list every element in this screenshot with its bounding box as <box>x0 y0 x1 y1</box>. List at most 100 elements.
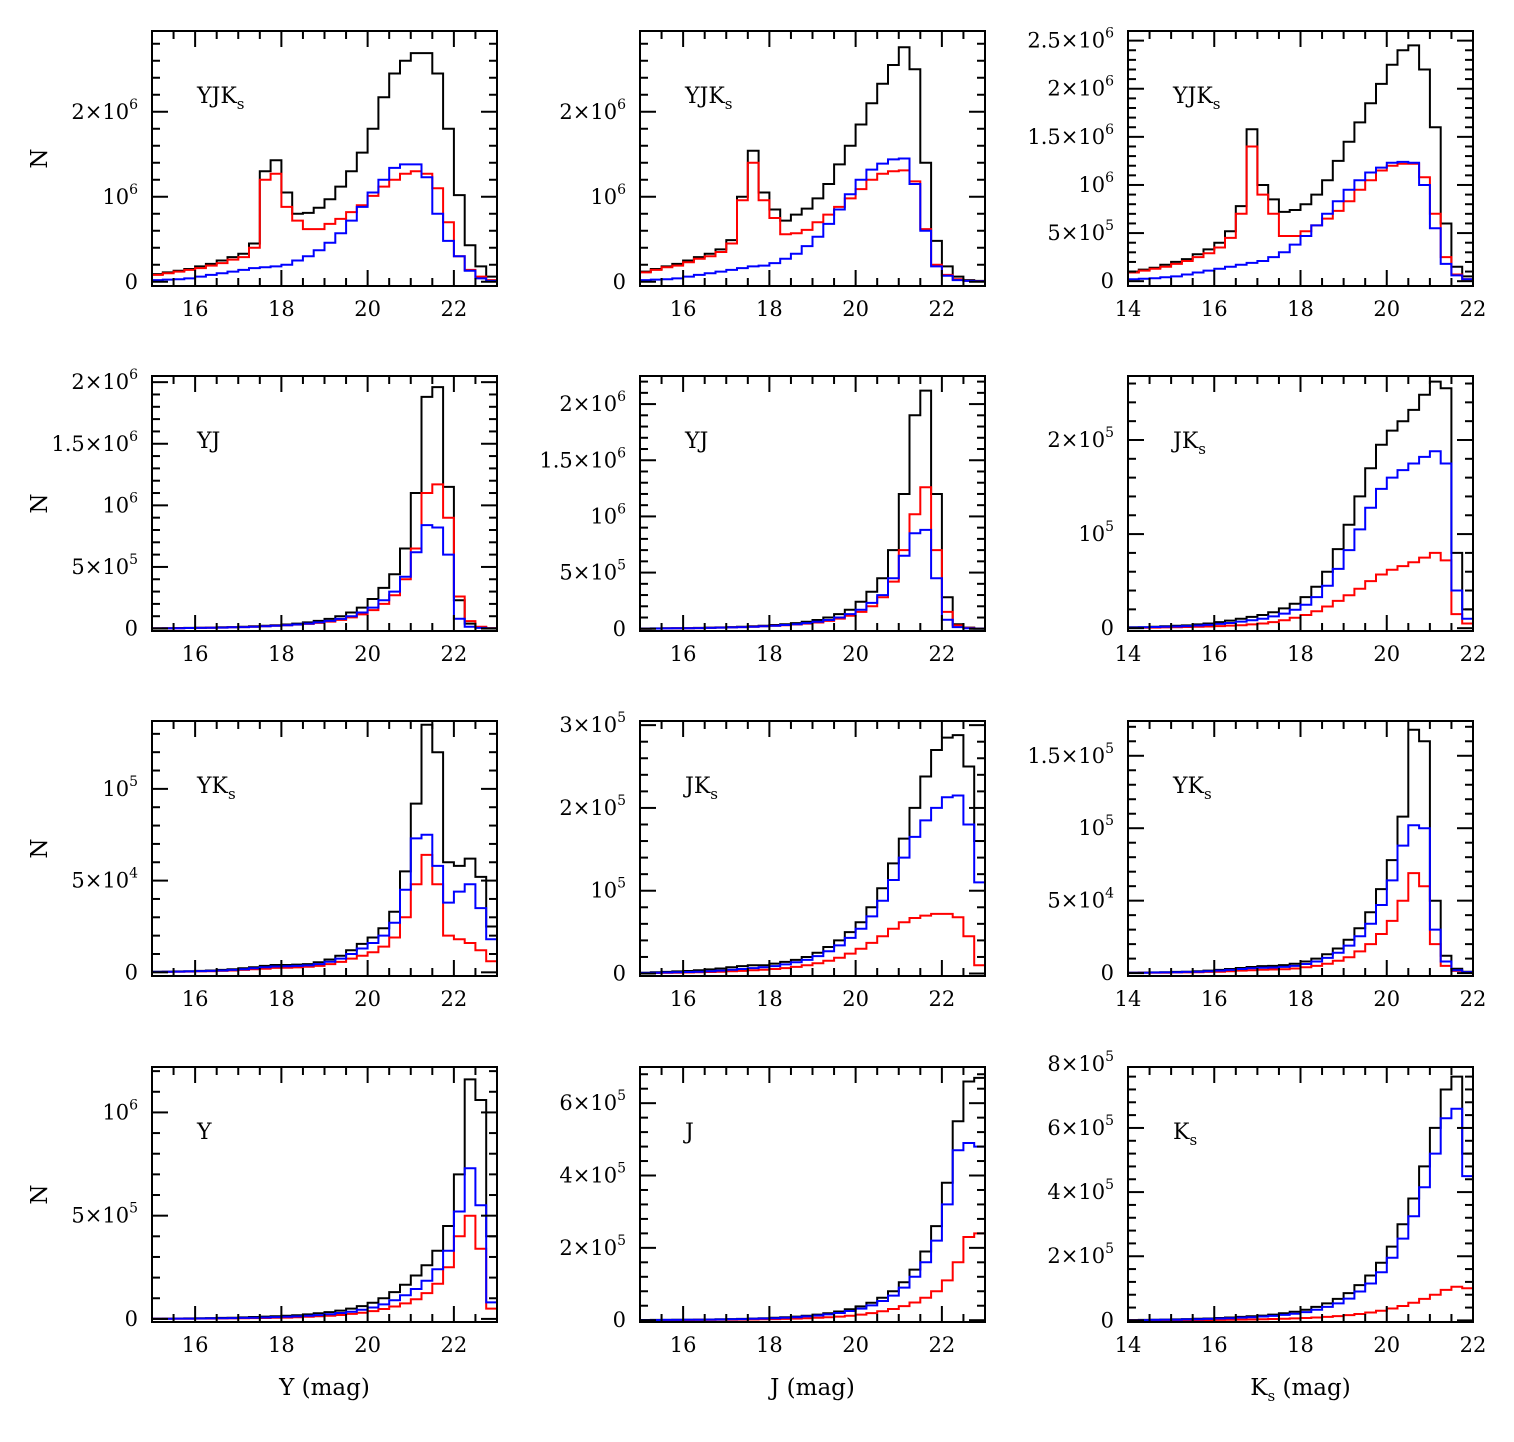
series-line-black <box>152 52 497 282</box>
x-axis-title: Ks (mag) <box>1250 1375 1350 1405</box>
series-group <box>1128 1075 1473 1322</box>
x-tick-label: 22 <box>1460 642 1487 666</box>
series-line-blue <box>640 528 985 630</box>
series-line-black <box>640 1076 985 1321</box>
x-tick-label: 22 <box>929 987 956 1011</box>
series-line-black <box>640 46 985 282</box>
panel-label: JKs <box>683 774 718 803</box>
series-line-blue <box>640 794 985 974</box>
y-tick-label: 2×105 <box>559 793 626 820</box>
y-tick-label: 105 <box>1078 519 1114 546</box>
panel-label: YJ <box>196 429 220 454</box>
series-line-black <box>1128 728 1473 974</box>
series-line-red <box>152 483 497 630</box>
plot-frame <box>639 720 986 977</box>
series-line-red <box>640 912 985 975</box>
panel-label: Y <box>196 1120 212 1145</box>
y-axis-title: N <box>27 148 53 168</box>
series-group <box>1128 380 1473 629</box>
panel-11: 16 18 20 22 0 2×105 4×105 6×105 J J (mag) <box>559 1066 986 1401</box>
series-line-red <box>1128 872 1473 974</box>
y-tick-label: 5×105 <box>71 1201 138 1228</box>
x-tick-label: 22 <box>929 1333 956 1357</box>
x-tick-label: 18 <box>268 1333 295 1357</box>
series-group <box>640 1076 985 1322</box>
panel-label: YKs <box>196 774 236 803</box>
y-tick-label: 6×105 <box>1047 1113 1114 1140</box>
x-tick-label: 16 <box>1201 642 1228 666</box>
x-tick-label: 18 <box>268 987 295 1011</box>
y-tick-label: 106 <box>590 501 626 528</box>
x-tick-label: 14 <box>1115 642 1142 666</box>
panel-4: 16 18 20 22 0 5×105 106 1.5×106 2×106 YJ N <box>27 367 498 666</box>
y-tick-label: 1.5×106 <box>51 429 138 456</box>
x-tick-label: 16 <box>1201 987 1228 1011</box>
y-tick-label: 2×105 <box>1047 1241 1114 1268</box>
panel-1: 16 18 20 22 0 106 2×106 YJKs N <box>27 30 498 321</box>
series-line-red <box>152 853 497 973</box>
series-line-red <box>640 486 985 630</box>
y-tick-label: 105 <box>590 876 626 903</box>
plot-frame <box>639 30 986 287</box>
x-tick-label: 16 <box>670 987 697 1011</box>
series-line-black <box>152 386 497 630</box>
x-tick-label: 20 <box>354 297 381 321</box>
series-line-blue <box>640 1142 985 1321</box>
x-tick-label: 16 <box>670 297 697 321</box>
x-tick-label: 18 <box>1287 297 1314 321</box>
series-line-black <box>152 1078 497 1320</box>
y-tick-label: 0 <box>125 270 138 294</box>
y-tick-label: 0 <box>1101 616 1114 640</box>
series-group <box>152 386 497 630</box>
y-tick-label: 0 <box>613 270 626 294</box>
y-tick-label: 105 <box>102 774 138 801</box>
x-tick-label: 16 <box>1201 297 1228 321</box>
x-tick-label: 16 <box>1201 1333 1228 1357</box>
x-tick-label: 14 <box>1115 987 1142 1011</box>
y-tick-label: 106 <box>102 1097 138 1124</box>
x-axis-title: J (mag) <box>768 1375 855 1401</box>
panel-12: 14 16 18 20 22 0 2×105 4×105 6×105 8×105 Ks Ks (mag… <box>1047 1049 1486 1405</box>
x-tick-label: 16 <box>182 987 209 1011</box>
series-line-black <box>1128 1075 1473 1322</box>
y-tick-label: 0 <box>1101 1308 1114 1332</box>
y-tick-label: 0 <box>125 960 138 984</box>
x-tick-label: 22 <box>929 642 956 666</box>
y-axis-title: N <box>27 1184 53 1204</box>
x-tick-label: 22 <box>1460 297 1487 321</box>
x-tick-label: 18 <box>1287 987 1314 1011</box>
y-tick-label: 0 <box>125 1307 138 1331</box>
plot-frame <box>1127 720 1474 977</box>
y-tick-label: 2×106 <box>559 389 626 416</box>
series-group <box>1128 44 1473 282</box>
y-tick-label: 2×106 <box>71 97 138 124</box>
y-tick-label: 2×106 <box>71 367 138 394</box>
series-group <box>152 723 497 973</box>
x-axis-title: Y (mag) <box>278 1375 370 1401</box>
plot-frame <box>151 375 498 632</box>
y-tick-label: 2.5×106 <box>1027 26 1114 53</box>
x-tick-label: 20 <box>1373 987 1400 1011</box>
y-tick-label: 5×105 <box>559 558 626 585</box>
x-tick-label: 16 <box>182 1333 209 1357</box>
series-line-blue <box>152 524 497 630</box>
panel-9: 14 16 18 20 22 0 5×104 105 1.5×105 YKs <box>1027 720 1486 1011</box>
y-tick-label: 1.5×105 <box>1027 741 1114 768</box>
panel-label: YJKs <box>684 84 732 113</box>
y-tick-label: 3×105 <box>559 710 626 737</box>
panel-label: J <box>683 1120 694 1145</box>
series-line-blue <box>152 833 497 973</box>
x-tick-label: 20 <box>842 987 869 1011</box>
y-tick-label: 106 <box>1078 170 1114 197</box>
y-tick-label: 0 <box>613 962 626 986</box>
y-tick-label: 0 <box>1101 269 1114 293</box>
series-line-red <box>640 161 985 283</box>
y-axis-title: N <box>27 493 53 513</box>
panel-10: 16 18 20 22 0 5×105 106 Y N Y (mag) <box>27 1066 498 1401</box>
y-tick-label: 5×104 <box>1047 886 1114 913</box>
y-tick-label: 2×106 <box>559 97 626 124</box>
series-line-red <box>152 170 497 282</box>
x-tick-label: 16 <box>670 642 697 666</box>
series-line-black <box>640 734 985 974</box>
